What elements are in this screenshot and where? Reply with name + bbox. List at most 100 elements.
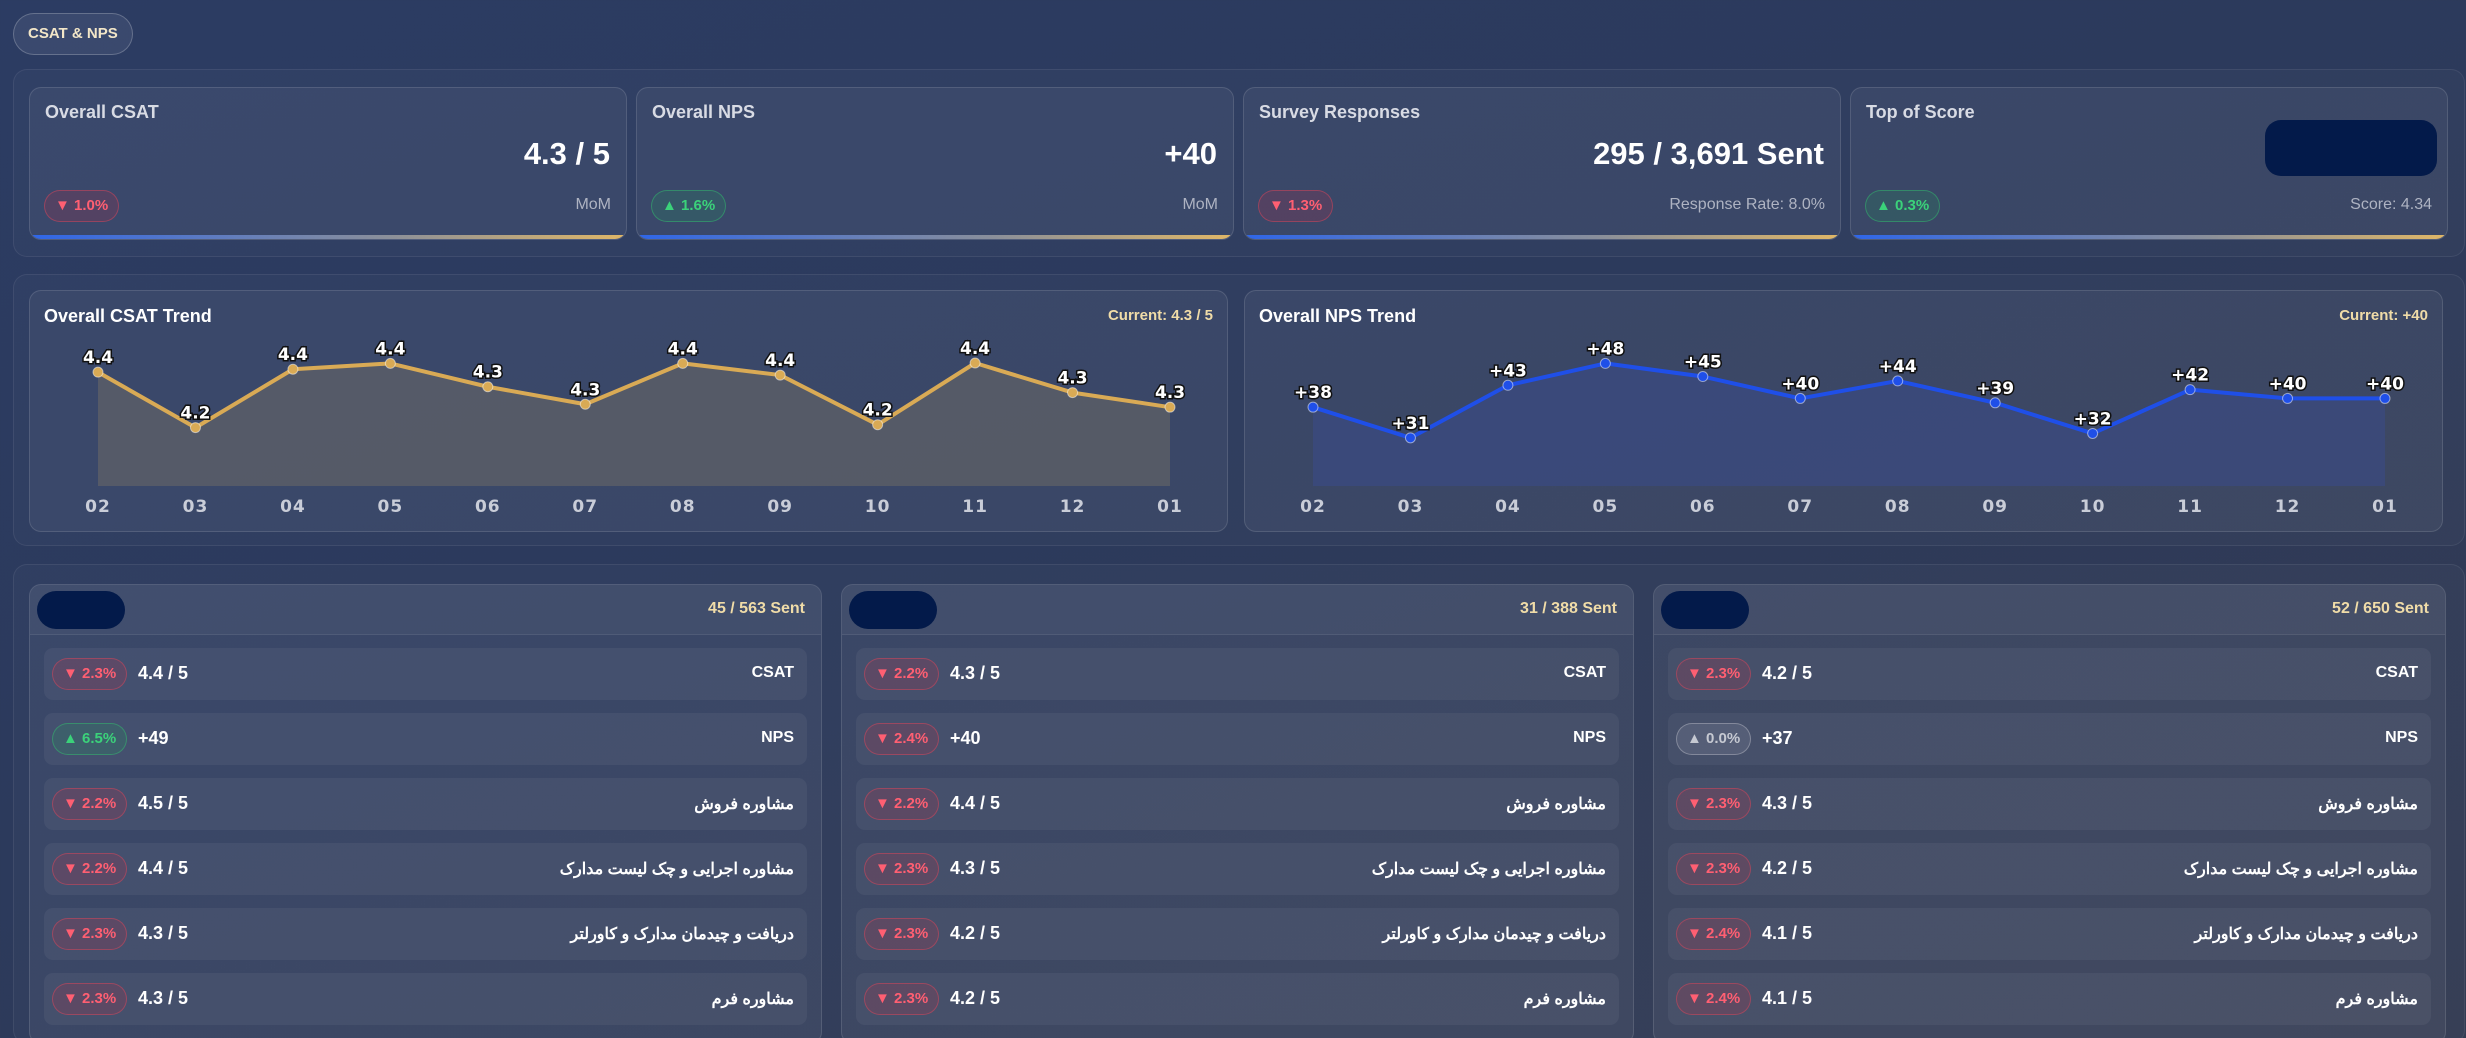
trend-point[interactable] <box>1164 401 1176 413</box>
trend-point[interactable] <box>482 381 494 393</box>
trend-point[interactable] <box>1989 397 2001 409</box>
change-badge: ▼ 2.3% <box>52 918 128 950</box>
metric-row: ▼ 2.4% 4.1 / 5 مشاوره فرم <box>1668 973 2431 1025</box>
csat-trend-chart: 4.4 02 4.2 03 4.4 04 4.4 05 4.3 06 4.3 07 4.4 08 4.4 09… <box>81 338 1186 518</box>
trend-point[interactable] <box>1794 392 1806 404</box>
x-tick-label: 11 <box>2177 497 2203 517</box>
data-label: 4.4 <box>83 348 113 368</box>
segment-header: 45 / 563 Sent <box>30 585 821 635</box>
metric-row-nps: ▲ 6.5% +49 NPS <box>44 713 807 765</box>
x-tick-label: 04 <box>280 497 306 517</box>
metric-label: مشاوره فروش <box>1506 796 1606 813</box>
data-label: +40 <box>1781 374 1819 394</box>
metric-row: ▼ 2.3% 4.2 / 5 دریافت و چیدمان مدارک و ک… <box>856 908 1619 960</box>
data-label: 4.4 <box>668 339 698 359</box>
kpi-title: Survey Responses <box>1259 102 1421 122</box>
segment-card: 52 / 650 Sent ▼ 2.3% 4.2 / 5 CSAT ▲ 0.0%… <box>1653 584 2446 1038</box>
metric-value: 4.2 / 5 <box>1762 858 1813 878</box>
metric-value: +37 <box>1762 728 1793 748</box>
trend-point[interactable] <box>774 369 786 381</box>
trend-point[interactable] <box>677 357 689 369</box>
trend-point[interactable] <box>969 357 981 369</box>
x-tick-label: 06 <box>475 497 501 517</box>
metric-row: ▼ 2.2% 4.4 / 5 مشاوره فروش <box>856 778 1619 830</box>
trend-point[interactable] <box>579 398 591 410</box>
x-tick-label: 03 <box>183 497 209 517</box>
change-badge: ▼ 2.3% <box>1676 788 1752 820</box>
change-badge: ▼ 2.3% <box>1676 658 1752 690</box>
kpi-card-csat: Overall CSAT 4.3 / 5 ▼ 1.0% MoM <box>29 87 627 240</box>
change-badge: ▼ 2.4% <box>864 723 940 755</box>
chart-title: Overall NPS Trend <box>1259 306 1417 326</box>
segment-card: 31 / 388 Sent ▼ 2.2% 4.3 / 5 CSAT ▼ 2.4%… <box>841 584 1634 1038</box>
trend-point[interactable] <box>872 419 884 431</box>
change-badge: ▼ 2.4% <box>1676 983 1752 1015</box>
metric-value: +49 <box>138 728 169 748</box>
metric-row: ▼ 2.3% 4.3 / 5 مشاوره اجرایی و چک لیست م… <box>856 843 1619 895</box>
kpi-section: Overall CSAT 4.3 / 5 ▼ 1.0% MoM Overall … <box>13 69 2465 257</box>
x-tick-label: 06 <box>1690 497 1716 517</box>
metric-label: NPS <box>1573 729 1606 746</box>
x-tick-label: 08 <box>670 497 696 517</box>
trend-point[interactable] <box>384 357 396 369</box>
trend-point[interactable] <box>1404 432 1416 444</box>
x-tick-label: 12 <box>2275 497 2301 517</box>
kpi-card-top-score: Top of Score ▲ 0.3% Score: 4.34 <box>1850 87 2448 240</box>
kpi-value: +40 <box>1164 136 1217 171</box>
segment-header: 31 / 388 Sent <box>842 585 1633 635</box>
change-badge: ▼ 2.3% <box>864 853 940 885</box>
metric-label: NPS <box>2385 729 2418 746</box>
data-label: +44 <box>1879 357 1917 377</box>
metric-label: مشاوره فرم <box>711 991 794 1008</box>
kpi-value: 295 / 3,691 Sent <box>1593 136 1824 171</box>
trend-point[interactable] <box>287 363 299 375</box>
metric-row: ▼ 2.4% 4.1 / 5 دریافت و چیدمان مدارک و ک… <box>1668 908 2431 960</box>
trend-point[interactable] <box>2184 384 2196 396</box>
change-badge: ▼ 2.2% <box>864 658 940 690</box>
metric-label: مشاوره فروش <box>2318 796 2418 813</box>
trend-point[interactable] <box>2379 392 2391 404</box>
change-badge: ▼ 2.3% <box>1676 853 1752 885</box>
x-tick-label: 07 <box>1787 497 1813 517</box>
metric-label: CSAT <box>2375 664 2418 681</box>
segment-sent-count: 45 / 563 Sent <box>708 600 805 617</box>
trend-area-fill <box>1313 363 2385 486</box>
change-badge: ▼ 2.3% <box>864 918 940 950</box>
metric-value: 4.2 / 5 <box>1762 663 1813 683</box>
trend-point[interactable] <box>2087 427 2099 439</box>
top-brand-logo <box>2265 120 2437 176</box>
trend-point[interactable] <box>1599 357 1611 369</box>
trend-point[interactable] <box>189 422 201 434</box>
trend-point[interactable] <box>1307 401 1319 413</box>
metric-label: دریافت و چیدمان مدارک و کاورلتر <box>570 926 794 943</box>
change-badge: ▼ 2.2% <box>52 788 128 820</box>
section-tag[interactable]: CSAT & NPS <box>13 13 133 55</box>
data-label: 4.4 <box>278 345 308 365</box>
trend-point[interactable] <box>2282 392 2294 404</box>
x-tick-label: 04 <box>1495 497 1521 517</box>
x-tick-label: 03 <box>1398 497 1424 517</box>
metric-value: 4.2 / 5 <box>950 988 1001 1008</box>
kpi-accent-bar <box>637 235 1233 239</box>
trend-point[interactable] <box>1502 379 1514 391</box>
metric-label: مشاوره اجرایی و چک لیست مدارک <box>2183 861 2418 878</box>
segment-sent-count: 52 / 650 Sent <box>2332 600 2429 617</box>
metric-row-nps: ▼ 2.4% +40 NPS <box>856 713 1619 765</box>
metric-row: ▼ 2.3% 4.3 / 5 دریافت و چیدمان مدارک و ک… <box>44 908 807 960</box>
metric-value: +40 <box>950 728 981 748</box>
trend-point[interactable] <box>92 366 104 378</box>
trend-point[interactable] <box>1892 375 1904 387</box>
change-badge: ▼ 2.3% <box>52 983 128 1015</box>
trend-point[interactable] <box>1067 387 1079 399</box>
trend-point[interactable] <box>1697 371 1709 383</box>
x-tick-label: 09 <box>767 497 793 517</box>
metric-label: مشاوره اجرایی و چک لیست مدارک <box>559 861 794 878</box>
data-label: 4.2 <box>863 401 893 421</box>
trend-line <box>97 361 1171 430</box>
data-label: +31 <box>1392 414 1430 434</box>
kpi-accent-bar <box>1244 235 1840 239</box>
segment-header: 52 / 650 Sent <box>1654 585 2445 635</box>
data-label: +40 <box>2366 374 2404 394</box>
metric-value: 4.3 / 5 <box>138 923 189 943</box>
kpi-value: 4.3 / 5 <box>523 136 610 171</box>
